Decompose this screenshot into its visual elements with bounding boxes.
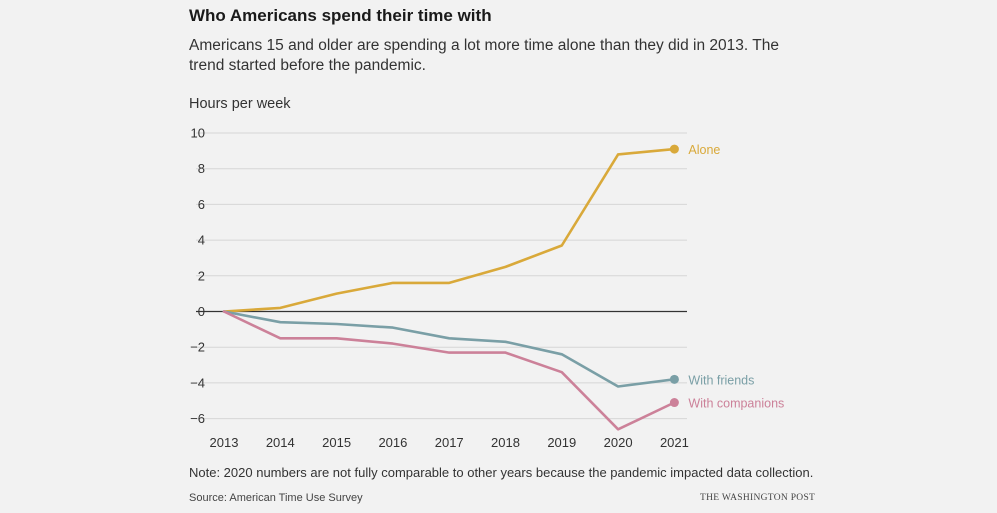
x-tick-label: 2013 — [210, 435, 239, 450]
y-tick-label: 6 — [198, 197, 205, 212]
x-tick-label: 2019 — [547, 435, 576, 450]
series-labels: Alone With friends With companions — [688, 143, 784, 410]
y-axis-label: Hours per week — [189, 96, 291, 112]
y-tick-label: 10 — [191, 126, 205, 141]
y-tick-label: 0 — [198, 304, 205, 319]
y-tick-label: −2 — [190, 340, 205, 355]
series-lines — [222, 144, 679, 431]
series-line-with-friends — [222, 310, 676, 388]
x-axis-ticks: 2013 2014 2015 2016 2017 2018 2019 2020 2021 — [210, 435, 689, 450]
y-axis-ticks: 10 8 6 4 2 0 −2 −4 −6 — [190, 126, 205, 427]
chart-subtitle: Americans 15 and older are spending a lo… — [189, 37, 779, 74]
x-tick-label: 2014 — [266, 435, 295, 450]
series-line-alone — [222, 147, 676, 313]
end-point-with-companions — [669, 398, 679, 408]
y-tick-label: 4 — [198, 233, 205, 248]
series-label-with-friends: With friends — [688, 373, 754, 387]
chart-title: Who Americans spend their time with — [189, 6, 492, 25]
series-line-with-companions — [222, 310, 676, 431]
end-point-with-friends — [669, 374, 679, 384]
source-line: Source: American Time Use Survey — [189, 492, 363, 504]
x-tick-label: 2017 — [435, 435, 464, 450]
x-tick-label: 2020 — [604, 435, 633, 450]
x-tick-label: 2015 — [322, 435, 351, 450]
end-point-alone — [669, 144, 679, 154]
y-tick-label: −6 — [190, 411, 205, 426]
x-tick-label: 2021 — [660, 435, 689, 450]
series-label-with-companions: With companions — [688, 397, 784, 411]
publisher-credit: THE WASHINGTON POST — [700, 493, 816, 503]
x-tick-label: 2018 — [491, 435, 520, 450]
gridlines — [196, 132, 687, 420]
x-tick-label: 2016 — [378, 435, 407, 450]
series-label-alone: Alone — [688, 143, 720, 157]
y-tick-label: 2 — [198, 268, 205, 283]
y-tick-label: 8 — [198, 161, 205, 176]
y-tick-label: −4 — [190, 375, 205, 390]
footnote: Note: 2020 numbers are not fully compara… — [189, 465, 814, 480]
